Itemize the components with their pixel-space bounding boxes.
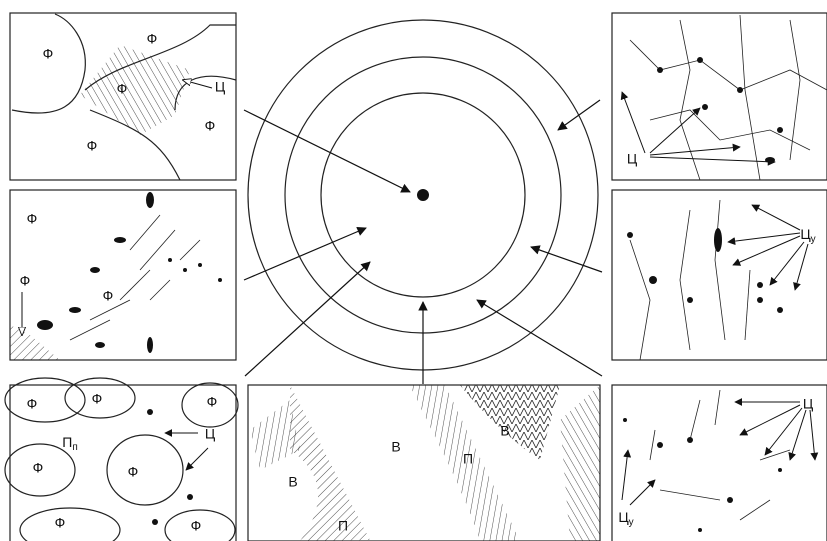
label: Ф: [20, 273, 31, 289]
label: Ц: [215, 79, 226, 95]
label: П: [338, 518, 348, 534]
panel-middle-right: Цу: [611, 189, 827, 361]
label-main: Ц: [618, 509, 629, 525]
label: Ц: [627, 151, 638, 167]
label: Ф: [87, 138, 98, 154]
panel-bottom-right: Ц Цу: [611, 384, 827, 541]
label: В: [391, 439, 400, 455]
panel-top-left: Ф Ф Ф Ф Ф Ц: [9, 12, 237, 181]
panel-middle-left: Ф Ф Ф: [9, 189, 237, 361]
panel-bottom-left: Ф Ф Ф Пп Ц Ф Ф Ф Ф: [4, 377, 239, 541]
label: Ф: [207, 394, 218, 410]
label: Ц: [205, 426, 216, 442]
label: Цу: [800, 226, 815, 245]
label-sub: п: [72, 442, 77, 453]
label: Ф: [128, 464, 139, 480]
label: Ф: [147, 31, 158, 47]
label: Ф: [205, 118, 216, 134]
label-sub: у: [629, 517, 634, 528]
label: В: [288, 474, 297, 490]
label: Ф: [43, 46, 54, 62]
label: Ф: [191, 518, 202, 534]
label: П: [463, 451, 473, 467]
label: Ф: [27, 396, 38, 412]
label: Ф: [33, 460, 44, 476]
label: Ц: [803, 396, 814, 412]
label-sub: у: [811, 234, 816, 245]
label: Ф: [103, 288, 114, 304]
arrows: [243, 99, 603, 384]
label: Цу: [618, 509, 633, 528]
label: Пп: [62, 434, 77, 453]
label: Ф: [55, 515, 66, 531]
label: Ф: [27, 211, 38, 227]
label-main: Ц: [800, 226, 811, 242]
label-main: П: [62, 434, 72, 450]
label: Ф: [92, 391, 103, 407]
label: В: [500, 423, 509, 439]
panel-top-right: Ц: [611, 12, 827, 181]
panel-bottom-center: В В П П В: [247, 384, 601, 541]
label: Ф: [117, 81, 128, 97]
